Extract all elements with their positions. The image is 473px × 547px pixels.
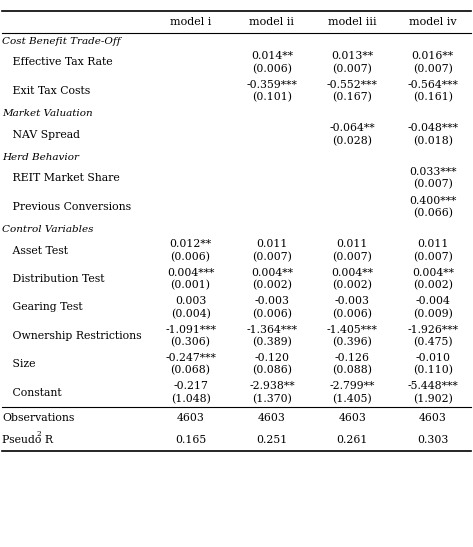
Text: (0.101): (0.101): [252, 92, 292, 102]
Text: 4603: 4603: [177, 413, 204, 423]
Text: (0.007): (0.007): [413, 179, 453, 190]
Text: (0.086): (0.086): [252, 365, 292, 376]
Text: (0.007): (0.007): [413, 63, 453, 74]
Text: Distribution Test: Distribution Test: [2, 274, 105, 284]
Text: (0.007): (0.007): [333, 63, 372, 74]
Text: (0.002): (0.002): [333, 280, 372, 290]
Text: (0.167): (0.167): [333, 92, 372, 102]
Text: Pseudo R: Pseudo R: [2, 435, 53, 445]
Text: (0.006): (0.006): [333, 309, 372, 319]
Text: (0.006): (0.006): [252, 63, 292, 74]
Text: (1.902): (1.902): [413, 394, 453, 404]
Text: model iii: model iii: [328, 17, 377, 27]
Text: Cost Benefit Trade-Off: Cost Benefit Trade-Off: [2, 37, 121, 46]
Text: -0.003: -0.003: [335, 296, 370, 306]
Text: Gearing Test: Gearing Test: [2, 302, 83, 312]
Text: model iv: model iv: [409, 17, 456, 27]
Text: (0.306): (0.306): [171, 337, 210, 347]
Text: 4603: 4603: [419, 413, 447, 423]
Text: -0.064**: -0.064**: [330, 123, 375, 133]
Text: 0.004**: 0.004**: [412, 267, 454, 278]
Text: Control Variables: Control Variables: [2, 225, 94, 234]
Text: (0.475): (0.475): [413, 337, 453, 347]
Text: (0.007): (0.007): [413, 252, 453, 262]
Text: (0.009): (0.009): [413, 309, 453, 319]
Text: Previous Conversions: Previous Conversions: [2, 202, 131, 212]
Text: Asset Test: Asset Test: [2, 246, 69, 255]
Text: 0.013**: 0.013**: [331, 51, 374, 61]
Text: (0.001): (0.001): [171, 280, 210, 290]
Text: Herd Behavior: Herd Behavior: [2, 153, 79, 162]
Text: (0.068): (0.068): [171, 365, 210, 376]
Text: (0.396): (0.396): [333, 337, 372, 347]
Text: -0.247***: -0.247***: [165, 353, 216, 363]
Text: (0.088): (0.088): [333, 365, 372, 376]
Text: Constant: Constant: [2, 388, 62, 398]
Text: (1.048): (1.048): [171, 394, 210, 404]
Text: -0.120: -0.120: [254, 353, 289, 363]
Text: 0.165: 0.165: [175, 435, 206, 445]
Text: 0.012**: 0.012**: [169, 239, 212, 249]
Text: (1.370): (1.370): [252, 394, 292, 404]
Text: model i: model i: [170, 17, 211, 27]
Text: -2.799**: -2.799**: [330, 381, 375, 392]
Text: Exit Tax Costs: Exit Tax Costs: [2, 86, 91, 96]
Text: (0.006): (0.006): [252, 309, 292, 319]
Text: (0.110): (0.110): [413, 365, 453, 376]
Text: 0.004**: 0.004**: [332, 267, 373, 278]
Text: (0.066): (0.066): [413, 208, 453, 218]
Text: -1.926***: -1.926***: [407, 324, 458, 335]
Text: 4603: 4603: [258, 413, 286, 423]
Text: 0.251: 0.251: [256, 435, 288, 445]
Text: -0.552***: -0.552***: [327, 79, 378, 90]
Text: Effective Tax Rate: Effective Tax Rate: [2, 57, 113, 67]
Text: model ii: model ii: [249, 17, 295, 27]
Text: 0.003: 0.003: [175, 296, 206, 306]
Text: 2: 2: [36, 430, 41, 438]
Text: -0.126: -0.126: [335, 353, 370, 363]
Text: Market Valuation: Market Valuation: [2, 109, 93, 118]
Text: 0.400***: 0.400***: [409, 195, 456, 206]
Text: -0.359***: -0.359***: [246, 79, 298, 90]
Text: 4603: 4603: [339, 413, 366, 423]
Text: REIT Market Share: REIT Market Share: [2, 173, 120, 183]
Text: -0.010: -0.010: [415, 353, 450, 363]
Text: -0.048***: -0.048***: [407, 123, 458, 133]
Text: -2.938**: -2.938**: [249, 381, 295, 392]
Text: Ownership Restrictions: Ownership Restrictions: [2, 331, 142, 341]
Text: -0.564***: -0.564***: [407, 79, 458, 90]
Text: -0.217: -0.217: [173, 381, 208, 392]
Text: 0.016**: 0.016**: [412, 51, 454, 61]
Text: 0.004**: 0.004**: [251, 267, 293, 278]
Text: -1.364***: -1.364***: [246, 324, 298, 335]
Text: (0.006): (0.006): [171, 252, 210, 262]
Text: 0.004***: 0.004***: [167, 267, 214, 278]
Text: (0.002): (0.002): [413, 280, 453, 290]
Text: NAV Spread: NAV Spread: [2, 130, 80, 139]
Text: 0.303: 0.303: [417, 435, 448, 445]
Text: 0.011: 0.011: [417, 239, 448, 249]
Text: 0.014**: 0.014**: [251, 51, 293, 61]
Text: -1.091***: -1.091***: [165, 324, 216, 335]
Text: 0.261: 0.261: [337, 435, 368, 445]
Text: (0.004): (0.004): [171, 309, 210, 319]
Text: (0.018): (0.018): [413, 136, 453, 146]
Text: Observations: Observations: [2, 413, 75, 423]
Text: Size: Size: [2, 359, 36, 369]
Text: (0.028): (0.028): [333, 136, 372, 146]
Text: -0.003: -0.003: [254, 296, 289, 306]
Text: (0.007): (0.007): [252, 252, 292, 262]
Text: -5.448***: -5.448***: [407, 381, 458, 392]
Text: (0.389): (0.389): [252, 337, 292, 347]
Text: -0.004: -0.004: [415, 296, 450, 306]
Text: (0.161): (0.161): [413, 92, 453, 102]
Text: -1.405***: -1.405***: [327, 324, 378, 335]
Text: 0.033***: 0.033***: [409, 167, 456, 177]
Text: (1.405): (1.405): [333, 394, 372, 404]
Text: (0.007): (0.007): [333, 252, 372, 262]
Text: (0.002): (0.002): [252, 280, 292, 290]
Text: 0.011: 0.011: [256, 239, 288, 249]
Text: 0.011: 0.011: [337, 239, 368, 249]
